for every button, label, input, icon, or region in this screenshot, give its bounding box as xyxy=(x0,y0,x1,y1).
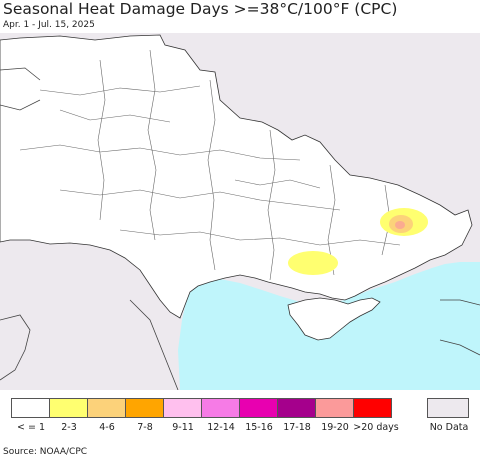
heat-area-2-3-south xyxy=(288,251,338,275)
legend-swatch-0 xyxy=(11,398,50,418)
oblast-boundaries xyxy=(19,49,401,281)
ukraine-land xyxy=(0,34,473,319)
legend-label-7: 17-18 xyxy=(283,422,311,433)
legend-swatch-2 xyxy=(87,398,126,418)
legend-label-no-data: No Data xyxy=(429,422,469,433)
legend-label-3: 7-8 xyxy=(137,422,153,433)
legend-swatch-5 xyxy=(201,398,240,418)
legend xyxy=(11,398,392,418)
legend-swatch-no-data xyxy=(427,398,469,418)
map-title: Seasonal Heat Damage Days >=38°C/100°F (… xyxy=(3,0,398,18)
legend-swatch-3 xyxy=(125,398,164,418)
legend-swatch-6 xyxy=(239,398,278,418)
legend-swatch-7 xyxy=(277,398,316,418)
legend-swatch-9 xyxy=(353,398,392,418)
legend-label-1: 2-3 xyxy=(61,422,77,433)
legend-label-5: 12-14 xyxy=(207,422,235,433)
legend-label-9: >20 days xyxy=(353,422,399,433)
legend-label-6: 15-16 xyxy=(245,422,273,433)
heat-area-9-11-east xyxy=(395,221,405,229)
legend-label-2: 4-6 xyxy=(99,422,115,433)
legend-label-8: 19-20 xyxy=(321,422,349,433)
country-borders xyxy=(0,67,480,390)
ukraine-heat-map xyxy=(0,33,480,390)
date-range: Apr. 1 - Jul. 15, 2025 xyxy=(3,20,95,30)
legend-swatch-4 xyxy=(163,398,202,418)
crimea xyxy=(287,297,381,341)
legend-label-0: < = 1 xyxy=(16,422,45,433)
legend-swatch-8 xyxy=(315,398,354,418)
source-credit: Source: NOAA/CPC xyxy=(3,447,88,457)
legend-swatch-1 xyxy=(49,398,88,418)
legend-label-4: 9-11 xyxy=(172,422,194,433)
